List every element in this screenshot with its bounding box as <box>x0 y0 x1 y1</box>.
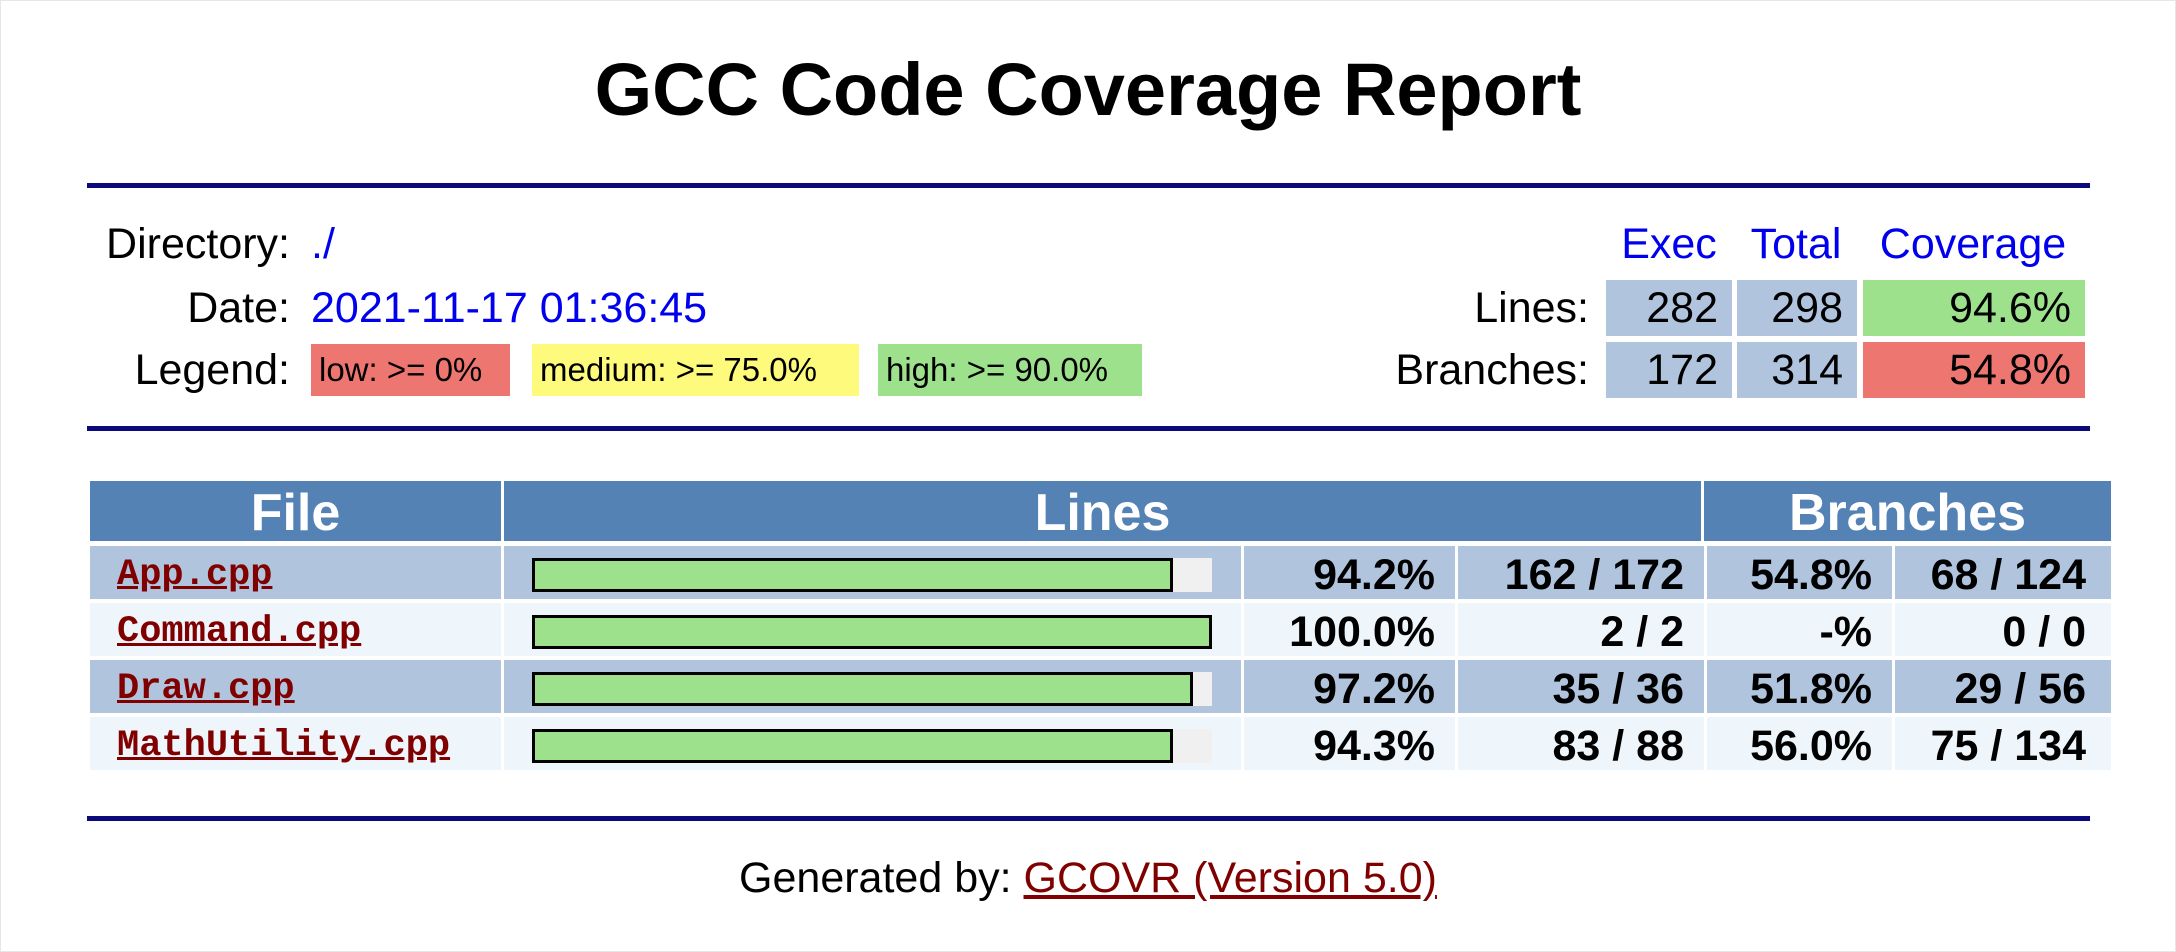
column-separator <box>1455 546 1458 599</box>
legend-label: Legend: <box>134 346 290 394</box>
column-header-file: File <box>90 481 501 542</box>
legend-medium: medium: >= 75.0% <box>532 344 859 396</box>
branch-coverage-count: 68 / 124 <box>1930 551 2086 599</box>
coverage-bar <box>532 615 1212 649</box>
column-separator <box>1704 603 1707 656</box>
summary-header-coverage: Coverage <box>1879 220 2067 268</box>
line-coverage-percent: 94.3% <box>1313 722 1435 770</box>
column-separator <box>1704 546 1707 599</box>
summary-branches-label: Branches: <box>1395 346 1589 394</box>
column-separator <box>1241 660 1244 713</box>
date-label: Date: <box>187 284 290 332</box>
column-separator <box>1892 603 1895 656</box>
summary-branches-total: 314 <box>1737 342 1857 398</box>
table-row: Draw.cpp 97.2% 35 / 36 51.8% 29 / 56 <box>90 660 2111 713</box>
coverage-bar-fill <box>532 729 1173 763</box>
file-link[interactable]: Command.cpp <box>117 611 362 653</box>
line-coverage-count: 2 / 2 <box>1600 608 1684 656</box>
column-separator <box>1455 660 1458 713</box>
legend-low: low: >= 0% <box>311 344 510 396</box>
column-separator <box>501 717 504 770</box>
coverage-bar <box>532 558 1212 592</box>
bottom-divider <box>87 816 2090 821</box>
branch-coverage-percent: -% <box>1819 608 1872 656</box>
column-separator <box>1241 546 1244 599</box>
line-coverage-count: 162 / 172 <box>1504 551 1684 599</box>
footer: Generated by: GCOVR (Version 5.0) <box>0 850 2176 906</box>
column-separator <box>1892 660 1895 713</box>
table-row: App.cpp 94.2% 162 / 172 54.8% 68 / 124 <box>90 546 2111 599</box>
branch-coverage-count: 0 / 0 <box>2002 608 2086 656</box>
coverage-bar-fill <box>532 672 1193 706</box>
coverage-bar-fill <box>532 615 1212 649</box>
column-separator <box>1241 717 1244 770</box>
coverage-bar <box>532 672 1212 706</box>
branch-coverage-percent: 51.8% <box>1750 665 1872 713</box>
gcovr-link[interactable]: GCOVR (Version 5.0) <box>1023 854 1437 902</box>
column-separator <box>501 603 504 656</box>
table-row: MathUtility.cpp 94.3% 83 / 88 56.0% 75 /… <box>90 717 2111 770</box>
directory-label: Directory: <box>106 220 290 268</box>
branch-coverage-percent: 56.0% <box>1750 722 1872 770</box>
file-link[interactable]: MathUtility.cpp <box>117 725 451 767</box>
middle-divider <box>87 426 2090 431</box>
summary-branches-exec: 172 <box>1606 342 1732 398</box>
table-row: Command.cpp 100.0% 2 / 2 -% 0 / 0 <box>90 603 2111 656</box>
column-separator <box>1455 603 1458 656</box>
column-separator <box>1704 717 1707 770</box>
column-separator <box>1455 717 1458 770</box>
summary-lines-total: 298 <box>1737 280 1857 336</box>
column-separator <box>1892 546 1895 599</box>
column-separator <box>1892 717 1895 770</box>
branch-coverage-percent: 54.8% <box>1750 551 1872 599</box>
column-header-lines: Lines <box>504 481 1701 542</box>
summary-header-total: Total <box>1750 220 1842 268</box>
page-title: GCC Code Coverage Report <box>594 48 1582 131</box>
branch-coverage-count: 75 / 134 <box>1930 722 2086 770</box>
line-coverage-percent: 94.2% <box>1313 551 1435 599</box>
top-divider <box>87 183 2090 188</box>
coverage-bar-fill <box>532 558 1173 592</box>
line-coverage-percent: 100.0% <box>1289 608 1435 656</box>
summary-header-exec: Exec <box>1621 220 1717 268</box>
column-separator <box>501 546 504 599</box>
column-header-branches: Branches <box>1704 481 2111 542</box>
footer-prefix: Generated by: <box>739 854 1024 902</box>
coverage-bar <box>532 729 1212 763</box>
line-coverage-count: 35 / 36 <box>1552 665 1685 713</box>
directory-value: ./ <box>311 220 335 268</box>
line-coverage-percent: 97.2% <box>1313 665 1435 713</box>
summary-branches-coverage: 54.8% <box>1863 342 2085 398</box>
summary-lines-exec: 282 <box>1606 280 1732 336</box>
summary-lines-coverage: 94.6% <box>1863 280 2085 336</box>
file-link[interactable]: Draw.cpp <box>117 668 295 710</box>
legend-high: high: >= 90.0% <box>878 344 1142 396</box>
date-value: 2021-11-17 01:36:45 <box>311 284 708 332</box>
file-link[interactable]: App.cpp <box>117 554 273 596</box>
summary-lines-label: Lines: <box>1474 284 1589 332</box>
column-separator <box>501 660 504 713</box>
column-separator <box>1704 660 1707 713</box>
branch-coverage-count: 29 / 56 <box>1954 665 2087 713</box>
column-separator <box>1241 603 1244 656</box>
line-coverage-count: 83 / 88 <box>1552 722 1685 770</box>
